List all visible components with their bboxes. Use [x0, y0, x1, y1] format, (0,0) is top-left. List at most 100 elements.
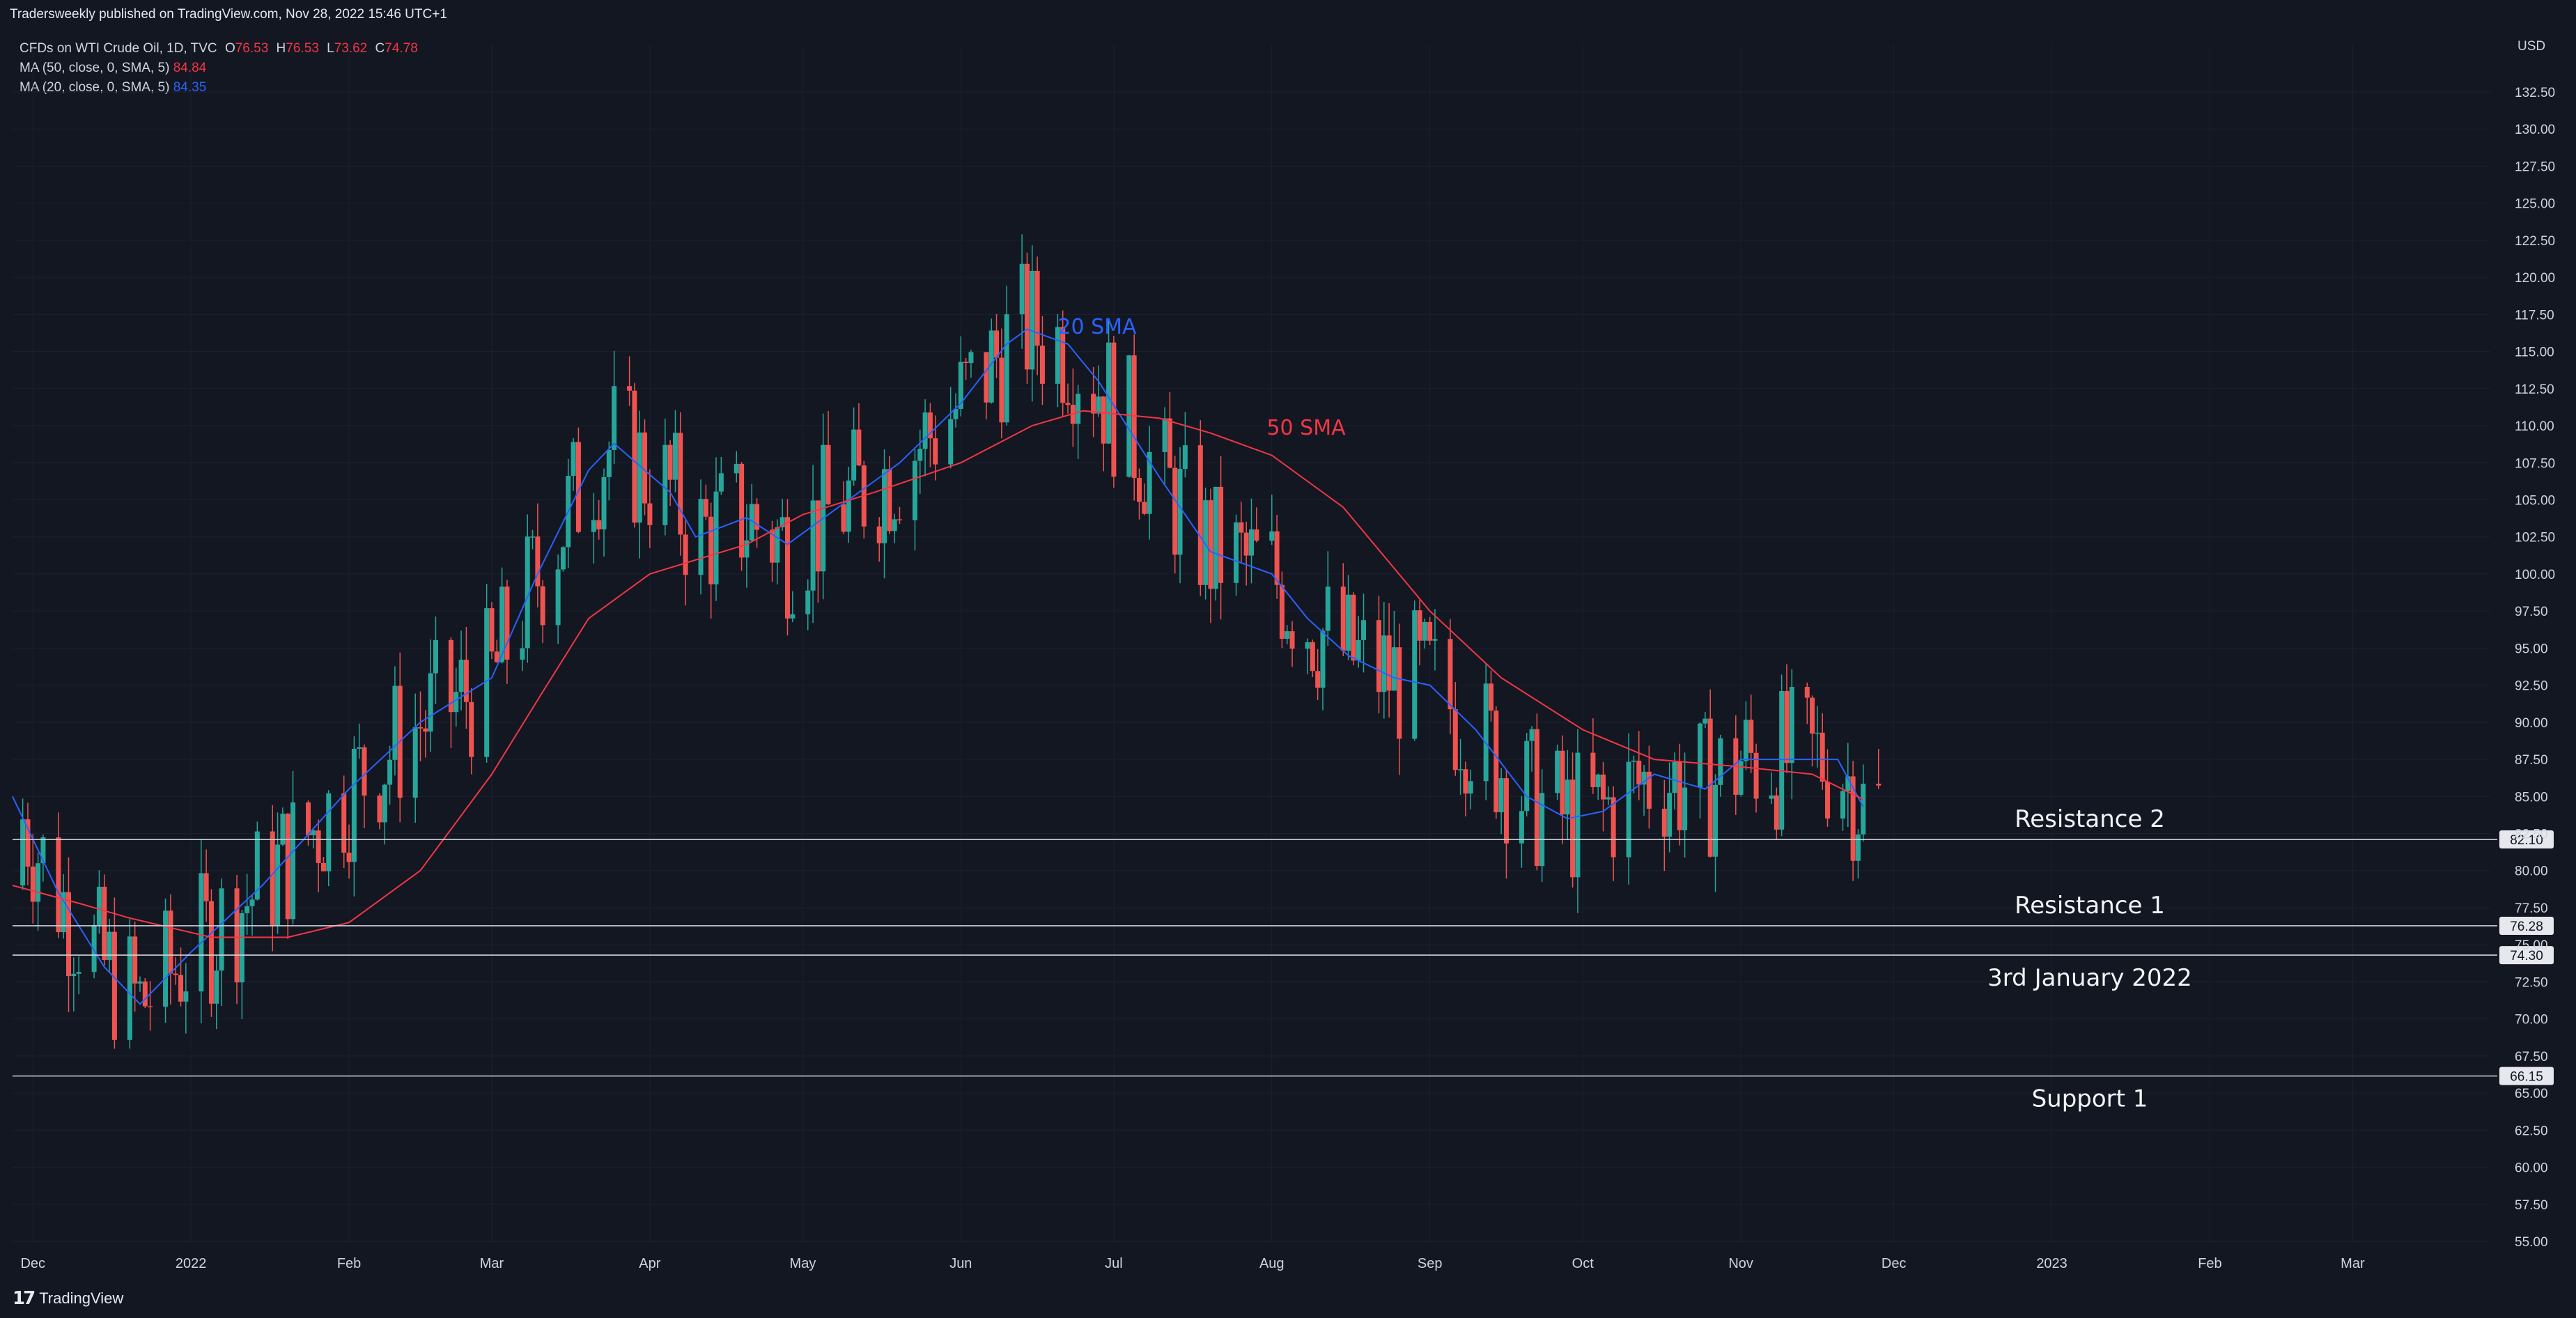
ma50-label: MA (50, close, 0, SMA, 5)	[20, 61, 170, 75]
level-price-label: 66.15	[2510, 1070, 2543, 1085]
candle-body	[851, 429, 857, 481]
level-name-label: Resistance 1	[2015, 892, 2165, 920]
x-tick-label: Nov	[1728, 1256, 1753, 1271]
candle-body	[1463, 769, 1468, 794]
candle-body	[571, 442, 576, 476]
candle-body	[1789, 687, 1794, 763]
candle-body	[1305, 642, 1310, 649]
candlesticks	[20, 234, 1881, 1049]
candle-body	[1698, 723, 1703, 788]
level-price-badge	[2499, 916, 2554, 935]
open-value: 76.53	[235, 41, 269, 56]
x-tick-label: Apr	[639, 1256, 660, 1271]
y-tick-label: 90.00	[2515, 716, 2548, 731]
candle-body	[1503, 778, 1509, 844]
candle-body	[382, 784, 387, 823]
candle-body	[540, 586, 545, 626]
y-tick-label: 72.50	[2515, 975, 2548, 990]
y-tick-label: 117.50	[2515, 308, 2554, 323]
candle-body	[234, 888, 240, 983]
legend-ma50-row[interactable]: MA (50, close, 0, SMA, 5) 84.84	[20, 59, 418, 78]
candle-body	[897, 519, 902, 520]
candle-body	[632, 390, 637, 523]
high-value: 76.53	[286, 41, 319, 56]
y-tick-label: 55.00	[2515, 1235, 2548, 1250]
tradingview-footer[interactable]: 𝟭𝟳 TradingView	[13, 1287, 123, 1309]
candle-body	[199, 873, 204, 992]
candle-body	[270, 831, 275, 926]
y-tick-label: 75.00	[2515, 938, 2548, 953]
candle-body	[1254, 529, 1259, 541]
candle-body	[1601, 774, 1606, 800]
candle-body	[76, 972, 82, 974]
y-tick-label: 110.00	[2515, 419, 2554, 434]
candle-body	[418, 727, 424, 729]
candle-body	[148, 1006, 153, 1007]
candle-body	[927, 412, 933, 439]
candle-body	[219, 888, 224, 971]
level-price-label: 82.10	[2510, 833, 2543, 848]
price-axis[interactable]: USD 132.50 130.00 127.50 125.00 122.50 120.00 1…	[2515, 39, 2555, 1250]
candle-body	[1386, 635, 1392, 691]
candle-body	[1524, 741, 1530, 812]
candle-body	[1560, 750, 1565, 815]
candle-body	[1774, 795, 1779, 830]
candle-body	[1876, 783, 1881, 786]
candle-body	[1208, 500, 1213, 589]
candle-body	[968, 352, 974, 364]
candle-body	[1498, 778, 1504, 812]
candle-body	[1682, 787, 1688, 830]
candle-body	[1320, 630, 1326, 688]
candle-body	[1243, 532, 1249, 556]
sma20-line	[12, 328, 1864, 1005]
sma-annotation: 20 SMA	[1057, 315, 1137, 339]
candle-body	[805, 590, 811, 614]
candle-body	[1753, 752, 1759, 799]
time-axis[interactable]: Dec 2022 Feb Mar Apr May Jun Jul Aug Sep Oct Nov Dec…	[20, 1256, 2364, 1271]
x-tick-label: May	[790, 1256, 816, 1271]
candle-body	[1529, 729, 1535, 741]
candle-body	[320, 862, 326, 871]
candle-body	[1417, 610, 1422, 641]
candle-body	[846, 480, 851, 532]
candle-body	[1381, 635, 1387, 692]
x-tick-label: Sep	[1418, 1256, 1443, 1271]
candle-body	[535, 536, 541, 587]
candle-body	[168, 910, 173, 974]
candle-body	[876, 526, 882, 543]
candle-body	[1285, 631, 1290, 639]
candle-body	[1356, 639, 1361, 661]
close-value: 74.78	[385, 41, 418, 56]
candle-body	[346, 853, 352, 862]
level-name-label: Support 1	[2032, 1085, 2148, 1113]
candle-body	[1661, 808, 1667, 837]
candle-body	[1427, 621, 1433, 641]
candle-body	[596, 520, 602, 529]
candle-body	[66, 892, 72, 977]
candle-body	[1162, 418, 1167, 452]
candle-body	[305, 802, 311, 836]
candle-body	[61, 892, 66, 933]
legend-ma20-row[interactable]: MA (20, close, 0, SMA, 5) 84.35	[20, 78, 418, 98]
candle-body	[1815, 732, 1820, 734]
candle-body	[1346, 594, 1351, 651]
candle-body	[1539, 793, 1545, 867]
candle-body	[1422, 621, 1427, 641]
candle-body	[1702, 718, 1708, 724]
candle-body	[453, 692, 459, 713]
candle-body	[1820, 732, 1825, 782]
candle-body	[591, 520, 596, 532]
x-tick-label: Feb	[2198, 1256, 2221, 1271]
y-tick-label: 105.00	[2515, 493, 2555, 508]
candle-body	[713, 491, 719, 584]
candle-body	[917, 449, 923, 461]
high-label: H	[276, 41, 286, 56]
candle-body	[642, 432, 648, 504]
candle-body	[142, 981, 148, 1007]
legend-symbol-row[interactable]: CFDs on WTI Crude Oil, 1D, TVC O76.53 H7…	[20, 39, 418, 59]
x-tick-label: Dec	[1881, 1256, 1907, 1271]
candle-body	[683, 534, 688, 575]
candle-body	[892, 519, 897, 532]
candle-body	[1249, 529, 1254, 556]
